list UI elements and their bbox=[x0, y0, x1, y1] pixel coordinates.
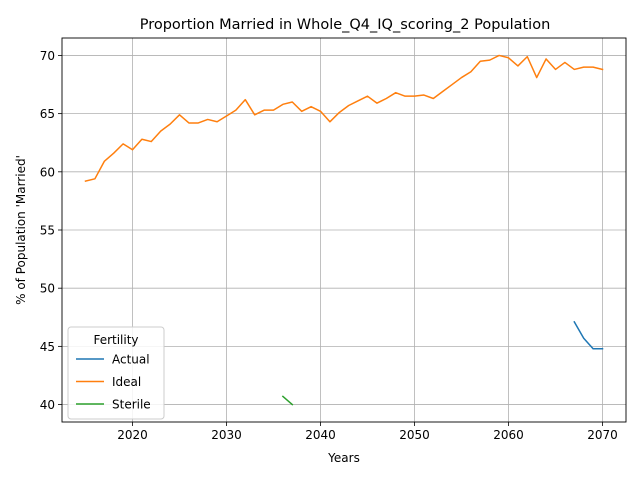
series-line-ideal bbox=[84, 54, 604, 183]
legend-title: Fertility bbox=[93, 333, 138, 347]
y-tick-label: 40 bbox=[40, 398, 55, 412]
series-layer bbox=[84, 54, 604, 406]
series-line-sterile bbox=[281, 395, 294, 406]
x-axis-label: Years bbox=[327, 451, 360, 465]
y-axis-label: % of Population 'Married' bbox=[14, 155, 28, 305]
y-tick-label: 55 bbox=[40, 224, 55, 238]
x-tick-label: 2070 bbox=[587, 428, 618, 442]
legend: Fertility Actual Ideal Sterile bbox=[67, 326, 165, 420]
x-tick-label: 2030 bbox=[211, 428, 242, 442]
chart-title: Proportion Married in Whole_Q4_IQ_scorin… bbox=[140, 17, 551, 33]
y-tick-label: 45 bbox=[40, 340, 55, 354]
y-axis-ticks: 40 45 50 55 60 65 70 bbox=[40, 49, 62, 412]
legend-label-sterile: Sterile bbox=[112, 398, 151, 412]
legend-label-ideal: Ideal bbox=[112, 375, 141, 389]
x-tick-label: 2060 bbox=[493, 428, 524, 442]
x-tick-label: 2040 bbox=[305, 428, 336, 442]
legend-box bbox=[67, 326, 165, 420]
y-tick-label: 65 bbox=[40, 107, 55, 121]
y-tick-label: 60 bbox=[40, 165, 55, 179]
x-tick-label: 2020 bbox=[117, 428, 148, 442]
x-tick-label: 2050 bbox=[399, 428, 430, 442]
x-axis-ticks: 2020 2030 2040 2050 2060 2070 bbox=[117, 422, 618, 442]
series-line-actual bbox=[573, 320, 604, 350]
y-tick-label: 70 bbox=[40, 49, 55, 63]
legend-label-actual: Actual bbox=[112, 353, 150, 367]
legend-entries: Actual Ideal Sterile bbox=[76, 353, 151, 412]
y-tick-label: 50 bbox=[40, 282, 55, 296]
